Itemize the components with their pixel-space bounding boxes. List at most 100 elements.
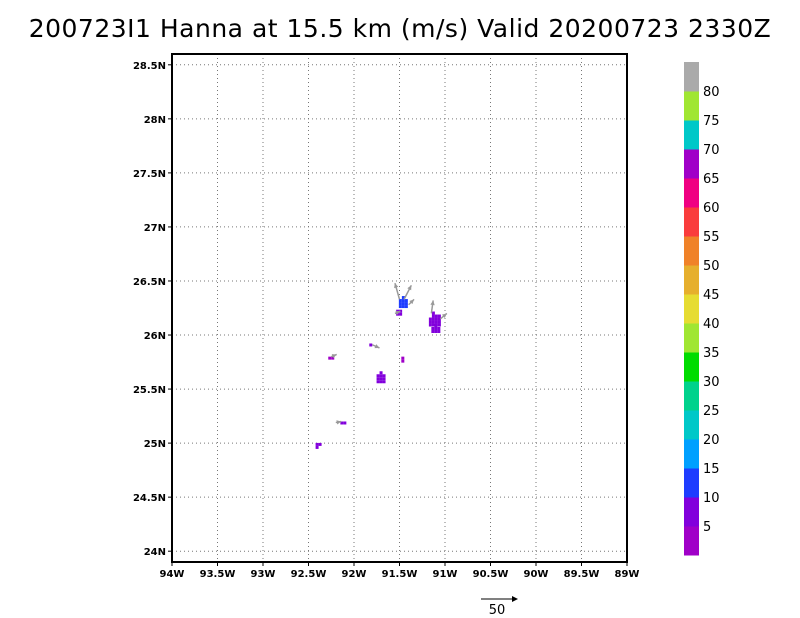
echo-cell — [401, 305, 405, 309]
echo-cell — [428, 320, 432, 324]
wind-vectors — [330, 282, 448, 425]
lon-tick-label: 94W — [160, 569, 185, 580]
lat-tick-label: 24.5N — [133, 493, 166, 504]
colorbar-label: 25 — [703, 404, 720, 419]
echo-cell — [434, 329, 438, 333]
lat-tick-label: 26.5N — [133, 277, 166, 288]
wind-vector — [394, 310, 401, 315]
echo-cell — [431, 317, 435, 321]
wind-vector — [335, 420, 342, 425]
lat-tick-label: 27.5N — [133, 169, 166, 180]
lon-tick-label: 93W — [251, 569, 276, 580]
colorbar-label: 80 — [703, 85, 720, 100]
echo-cell — [434, 323, 438, 327]
wind-vector — [430, 300, 435, 314]
echo-cell — [428, 323, 432, 327]
echo-cell — [434, 320, 438, 324]
colorbar-swatch — [684, 323, 699, 353]
colorbar-swatch — [684, 294, 699, 324]
lon-tick-label: 89W — [615, 569, 640, 580]
lon-tick-label: 92W — [342, 569, 367, 580]
colorbar-swatch — [684, 91, 699, 121]
lon-tick-label: 91W — [433, 569, 458, 580]
colorbar-label: 75 — [703, 114, 720, 129]
lat-tick-label: 25.5N — [133, 385, 166, 396]
colorbar-label: 35 — [703, 346, 720, 361]
colorbar-swatch — [684, 526, 699, 556]
lat-tick-label: 24N — [144, 547, 166, 558]
echo-cell — [382, 377, 386, 381]
colorbar-swatch — [684, 207, 699, 237]
echo-cell — [340, 421, 344, 425]
colorbar-swatch — [684, 468, 699, 498]
echo-cell — [318, 442, 322, 446]
echo-cell — [404, 305, 408, 309]
grid-lines — [172, 54, 627, 562]
echo-cell — [431, 323, 435, 327]
colorbar-swatch — [684, 410, 699, 440]
colorbar-swatch — [684, 381, 699, 411]
echo-cell — [398, 299, 402, 303]
colorbar-swatch — [684, 178, 699, 208]
echo-cell — [428, 317, 432, 321]
lon-tick-label: 89.5W — [564, 569, 600, 580]
reference-vector: 50 — [481, 596, 518, 618]
echo-cell — [434, 317, 438, 321]
colorbar-swatch — [684, 439, 699, 469]
echo-cell — [431, 329, 435, 333]
lon-tick-label: 90.5W — [473, 569, 509, 580]
colorbar-label: 10 — [703, 491, 720, 506]
colorbar-label: 60 — [703, 201, 720, 216]
colorbar-label: 65 — [703, 172, 720, 187]
echo-cell — [376, 380, 380, 384]
echo-cell — [343, 421, 347, 425]
echo-cell — [434, 326, 438, 330]
reference-vector-arrowhead — [512, 596, 518, 602]
lon-tick-label: 92.5W — [291, 569, 327, 580]
echo-cell — [398, 305, 402, 309]
echo-cell — [398, 302, 402, 306]
colorbar: 5 10 15 20 25 30 35 40 45 50 55 60 65 70 75 80 — [684, 62, 720, 556]
lat-tick-label: 28.5N — [133, 61, 166, 72]
wind-vector — [439, 312, 448, 320]
colorbar-swatch — [684, 497, 699, 527]
colorbar-label: 70 — [703, 143, 720, 158]
colorbar-label: 55 — [703, 230, 720, 245]
wind-vector — [394, 282, 401, 300]
lat-tick-label: 27N — [144, 223, 166, 234]
echo-cell — [376, 377, 380, 381]
echo-cell — [315, 442, 319, 446]
reference-vector-label: 50 — [489, 603, 506, 618]
colorbar-swatch — [684, 149, 699, 179]
echo-cell — [379, 380, 383, 384]
echo-cell — [379, 371, 383, 375]
wind-vector — [408, 298, 415, 306]
echo-cell — [404, 299, 408, 303]
lat-tick-label: 28N — [144, 115, 166, 126]
echo-cell — [437, 317, 441, 321]
wind-vector — [403, 284, 412, 300]
echo-cell — [399, 309, 403, 313]
colorbar-label: 15 — [703, 462, 720, 477]
echo-cell — [369, 343, 373, 347]
echo-cell — [431, 311, 435, 315]
lon-tick-label: 93.5W — [200, 569, 236, 580]
colorbar-label: 45 — [703, 288, 720, 303]
colorbar-swatch — [684, 265, 699, 295]
echo-cell — [431, 314, 435, 318]
reflectivity-echoes — [315, 296, 441, 449]
echo-cell — [328, 356, 332, 360]
lon-tick-label: 90W — [524, 569, 549, 580]
echo-cell — [437, 329, 441, 333]
colorbar-label: 20 — [703, 433, 720, 448]
lat-tick-label: 26N — [144, 331, 166, 342]
echo-cell — [437, 326, 441, 330]
echo-cell — [437, 314, 441, 318]
wind-vector — [371, 344, 380, 349]
echo-cell — [401, 296, 405, 300]
echo-cell — [376, 374, 380, 378]
colorbar-swatch — [684, 62, 699, 92]
echo-cell — [331, 356, 335, 360]
echo-cell — [431, 320, 435, 324]
echo-cell — [379, 374, 383, 378]
